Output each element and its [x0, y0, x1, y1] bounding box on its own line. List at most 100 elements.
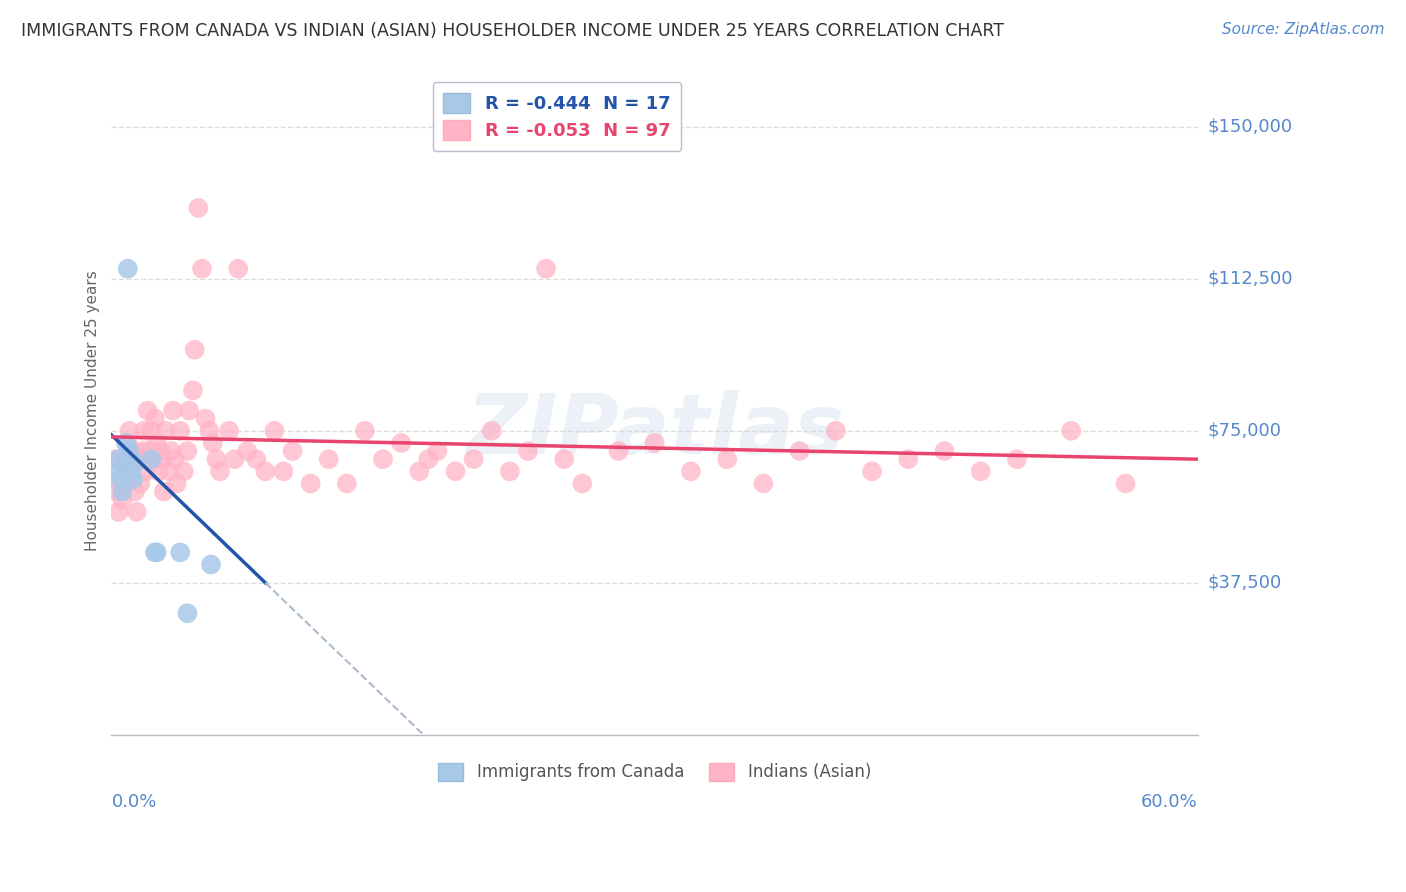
Point — [142, 452, 165, 467]
Point — [716, 452, 738, 467]
Text: ZIPatlas: ZIPatlas — [465, 390, 844, 470]
Point — [218, 424, 240, 438]
Text: $37,500: $37,500 — [1208, 574, 1281, 591]
Point — [122, 444, 145, 458]
Point — [163, 452, 186, 467]
Point — [120, 464, 142, 478]
Point — [153, 484, 176, 499]
Point — [1005, 452, 1028, 467]
Point — [135, 464, 157, 478]
Point — [125, 505, 148, 519]
Point — [112, 456, 135, 470]
Point — [104, 464, 127, 478]
Point — [371, 452, 394, 467]
Point — [969, 464, 991, 478]
Point — [198, 424, 221, 438]
Point — [179, 403, 201, 417]
Point — [129, 476, 152, 491]
Point — [418, 452, 440, 467]
Point — [191, 261, 214, 276]
Point — [131, 444, 153, 458]
Point — [226, 261, 249, 276]
Point — [150, 452, 173, 467]
Point — [176, 444, 198, 458]
Point — [122, 472, 145, 486]
Point — [607, 444, 630, 458]
Point — [245, 452, 267, 467]
Point — [107, 452, 129, 467]
Point — [281, 444, 304, 458]
Point — [254, 464, 277, 478]
Point — [141, 424, 163, 438]
Point — [860, 464, 883, 478]
Point — [679, 464, 702, 478]
Point — [124, 484, 146, 499]
Point — [162, 403, 184, 417]
Point — [236, 444, 259, 458]
Point — [516, 444, 538, 458]
Text: $150,000: $150,000 — [1208, 118, 1292, 136]
Point — [200, 558, 222, 572]
Point — [117, 436, 139, 450]
Text: 0.0%: 0.0% — [111, 793, 157, 811]
Point — [183, 343, 205, 357]
Point — [181, 384, 204, 398]
Text: $112,500: $112,500 — [1208, 270, 1292, 288]
Point — [789, 444, 811, 458]
Point — [157, 464, 180, 478]
Point — [176, 606, 198, 620]
Point — [112, 464, 135, 478]
Point — [110, 476, 132, 491]
Point — [897, 452, 920, 467]
Point — [124, 456, 146, 470]
Point — [115, 436, 138, 450]
Text: Source: ZipAtlas.com: Source: ZipAtlas.com — [1222, 22, 1385, 37]
Point — [499, 464, 522, 478]
Point — [117, 261, 139, 276]
Point — [128, 452, 150, 467]
Y-axis label: Householder Income Under 25 years: Householder Income Under 25 years — [86, 270, 100, 551]
Point — [408, 464, 430, 478]
Point — [169, 424, 191, 438]
Point — [201, 436, 224, 450]
Point — [120, 464, 142, 478]
Point — [534, 261, 557, 276]
Point — [426, 444, 449, 458]
Point — [444, 464, 467, 478]
Point — [1115, 476, 1137, 491]
Point — [644, 436, 666, 450]
Point — [104, 452, 127, 467]
Point — [145, 545, 167, 559]
Point — [354, 424, 377, 438]
Legend: Immigrants from Canada, Indians (Asian): Immigrants from Canada, Indians (Asian) — [432, 756, 877, 788]
Point — [752, 476, 775, 491]
Point — [209, 464, 232, 478]
Point — [145, 436, 167, 450]
Point — [115, 452, 138, 467]
Point — [166, 476, 188, 491]
Point — [553, 452, 575, 467]
Point — [571, 476, 593, 491]
Text: IMMIGRANTS FROM CANADA VS INDIAN (ASIAN) HOUSEHOLDER INCOME UNDER 25 YEARS CORRE: IMMIGRANTS FROM CANADA VS INDIAN (ASIAN)… — [21, 22, 1004, 40]
Point — [148, 464, 170, 478]
Point — [187, 201, 209, 215]
Point — [105, 484, 128, 499]
Text: 60.0%: 60.0% — [1142, 793, 1198, 811]
Point — [389, 436, 412, 450]
Point — [143, 545, 166, 559]
Point — [141, 452, 163, 467]
Point — [481, 424, 503, 438]
Point — [273, 464, 295, 478]
Point — [111, 492, 134, 507]
Point — [160, 444, 183, 458]
Point — [173, 464, 195, 478]
Point — [107, 505, 129, 519]
Point — [110, 472, 132, 486]
Text: $75,000: $75,000 — [1208, 422, 1281, 440]
Point — [463, 452, 485, 467]
Point — [205, 452, 228, 467]
Point — [299, 476, 322, 491]
Point — [1060, 424, 1083, 438]
Point — [118, 444, 141, 458]
Point — [136, 403, 159, 417]
